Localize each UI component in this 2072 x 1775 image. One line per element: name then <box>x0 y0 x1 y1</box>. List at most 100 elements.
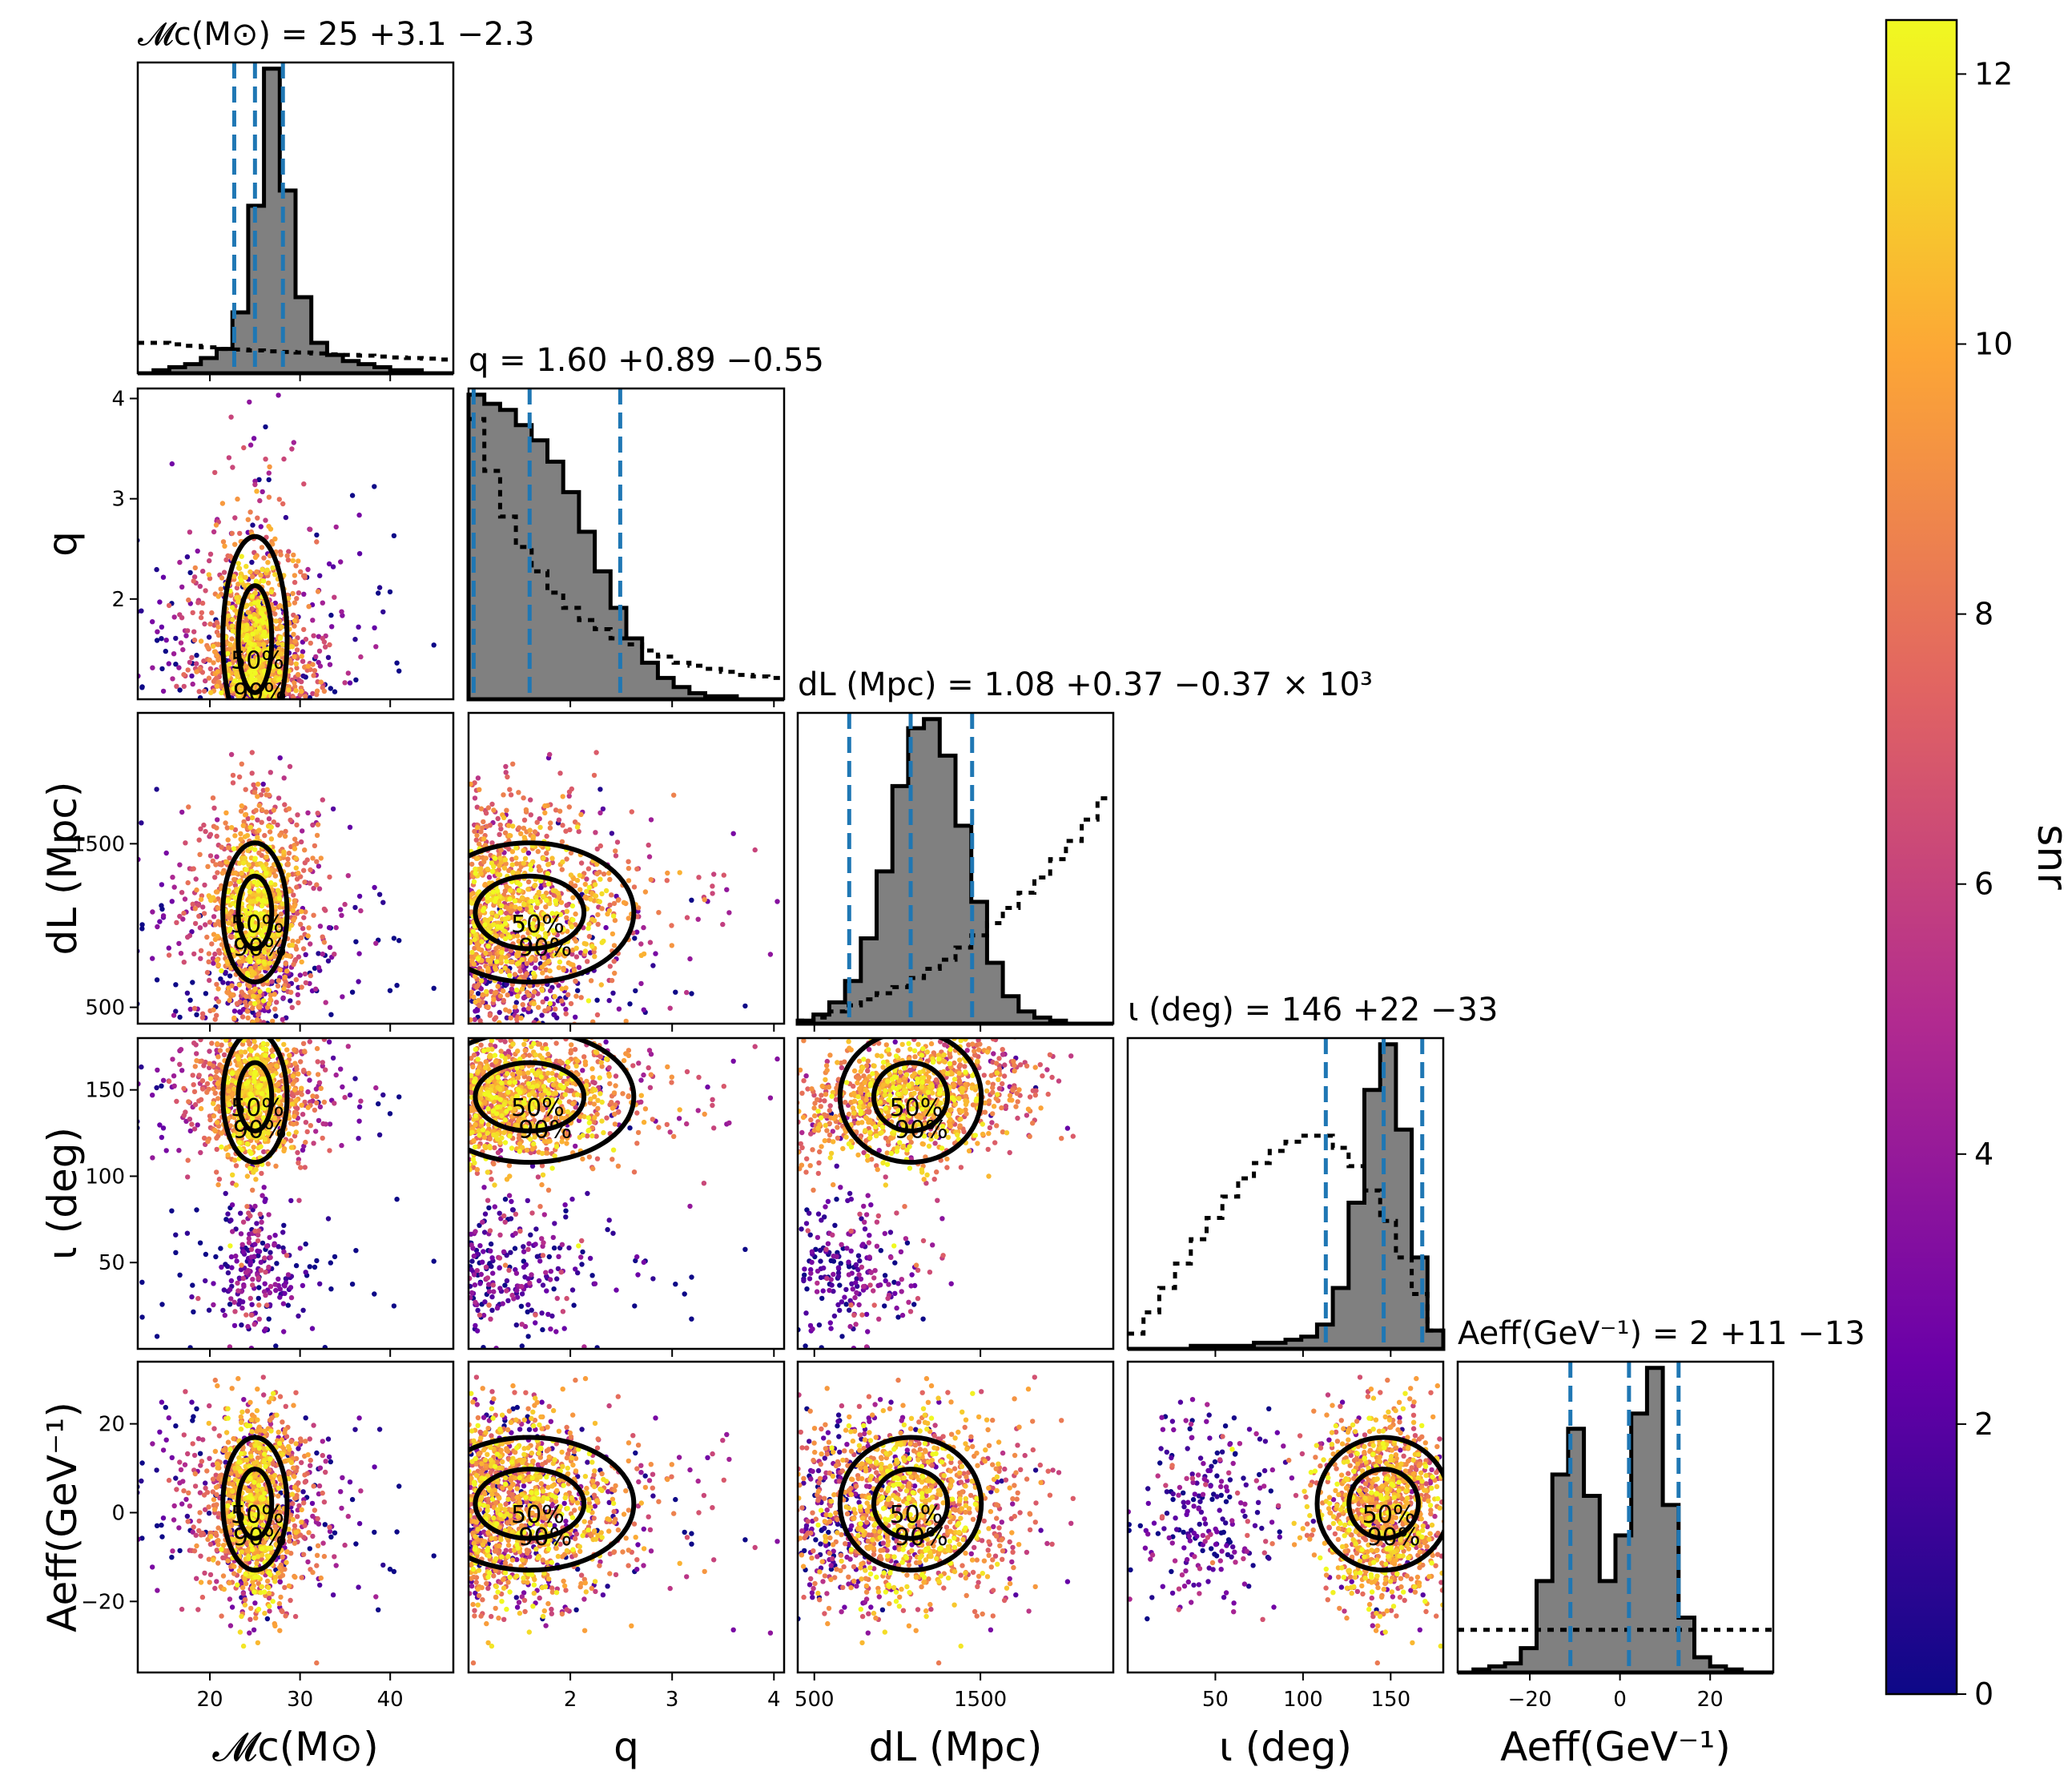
scatter-point <box>176 940 182 947</box>
scatter-point <box>489 868 496 875</box>
scatter-point <box>256 477 262 482</box>
scatter-point <box>206 634 212 640</box>
scatter-point <box>166 1078 172 1085</box>
scatter-point <box>471 879 477 885</box>
scatter-point <box>590 1019 596 1024</box>
scatter-point <box>599 906 605 912</box>
scatter-point <box>481 908 486 914</box>
scatter-point <box>268 1250 273 1255</box>
scatter-point <box>240 1249 247 1254</box>
scatter-point <box>485 895 490 900</box>
scatter-point <box>267 1234 272 1241</box>
scatter-point <box>191 574 198 580</box>
scatter-point <box>248 845 254 851</box>
scatter-point <box>290 590 296 597</box>
scatter-point <box>217 950 223 956</box>
scatter-point <box>281 1364 286 1369</box>
scatter-point <box>320 1060 325 1065</box>
scatter-point <box>521 926 527 932</box>
scatter-point <box>641 1007 646 1012</box>
scatter-point <box>522 855 529 862</box>
scatter-point <box>254 569 260 575</box>
scatter-point <box>191 629 197 634</box>
scatter-point <box>202 882 207 888</box>
scatter-point <box>536 1004 541 1010</box>
scatter-point <box>259 545 265 550</box>
scatter-point <box>260 1193 265 1198</box>
scatter-point <box>542 803 548 809</box>
scatter-point <box>190 610 195 616</box>
scatter-point <box>128 556 133 561</box>
scatter-point <box>320 951 325 957</box>
scatter-point <box>593 893 599 899</box>
scatter-point <box>243 637 248 643</box>
scatter-point <box>201 911 207 916</box>
scatter-point <box>139 684 145 690</box>
scatter-point <box>272 650 279 656</box>
scatter-point <box>228 751 235 758</box>
scatter-point <box>221 570 227 575</box>
scatter-point <box>249 1302 255 1307</box>
scatter-point <box>508 887 513 893</box>
scatter-point <box>286 806 292 811</box>
scatter-point <box>207 551 214 557</box>
scatter-point <box>332 1101 337 1106</box>
scatter-point <box>292 1109 298 1115</box>
scatter-point <box>202 621 207 627</box>
scatter-point <box>537 824 543 831</box>
scatter-point <box>328 1012 334 1017</box>
scatter-point <box>376 585 383 590</box>
scatter-point <box>174 683 179 689</box>
scatter-point <box>358 654 364 660</box>
scatter-point <box>255 794 260 799</box>
scatter-point <box>597 876 603 882</box>
scatter-point <box>248 642 254 647</box>
scatter-point <box>214 1169 219 1175</box>
scatter-point <box>599 891 605 897</box>
scatter-point <box>178 1047 184 1053</box>
scatter-point <box>305 933 311 939</box>
scatter-point <box>227 1286 233 1293</box>
scatter-point <box>286 595 292 602</box>
scatter-point <box>308 640 313 646</box>
scatter-point <box>306 925 312 931</box>
scatter-point <box>311 673 316 678</box>
scatter-point <box>252 554 259 560</box>
scatter-point <box>247 569 253 575</box>
scatter-point <box>710 891 715 896</box>
scatter-point <box>241 1283 247 1290</box>
scatter-point <box>571 968 577 974</box>
scatter-point <box>356 1104 363 1110</box>
scatter-point <box>203 922 208 928</box>
scatter-point <box>264 854 270 860</box>
scatter-point <box>549 855 555 861</box>
scatter-point <box>495 984 501 989</box>
scatter-point <box>192 920 199 927</box>
scatter-point <box>260 1026 265 1031</box>
scatter-point <box>274 626 280 631</box>
scatter-point <box>534 819 540 825</box>
scatter-point <box>513 1008 520 1014</box>
scatter-point <box>521 817 528 823</box>
scatter-point <box>356 893 363 900</box>
scatter-point <box>204 1081 211 1087</box>
scatter-point <box>277 1294 283 1300</box>
scatter-point <box>247 922 253 928</box>
scatter-point <box>702 897 707 903</box>
scatter-point <box>232 827 239 833</box>
scatter-point <box>280 995 286 1001</box>
scatter-point <box>231 649 236 654</box>
scatter-point <box>224 959 230 964</box>
scatter-point <box>317 924 324 929</box>
scatter-point <box>317 1281 323 1287</box>
scatter-panel-mc-dl: 50%90% <box>136 711 455 1031</box>
scatter-point <box>504 1015 510 1020</box>
scatter-point <box>182 896 188 902</box>
scatter-point <box>257 497 263 504</box>
scatter-point <box>356 551 363 557</box>
scatter-point <box>537 816 542 822</box>
scatter-point <box>474 942 481 948</box>
scatter-point <box>563 1006 569 1012</box>
scatter-point <box>530 834 537 839</box>
scatter-point <box>356 512 362 518</box>
